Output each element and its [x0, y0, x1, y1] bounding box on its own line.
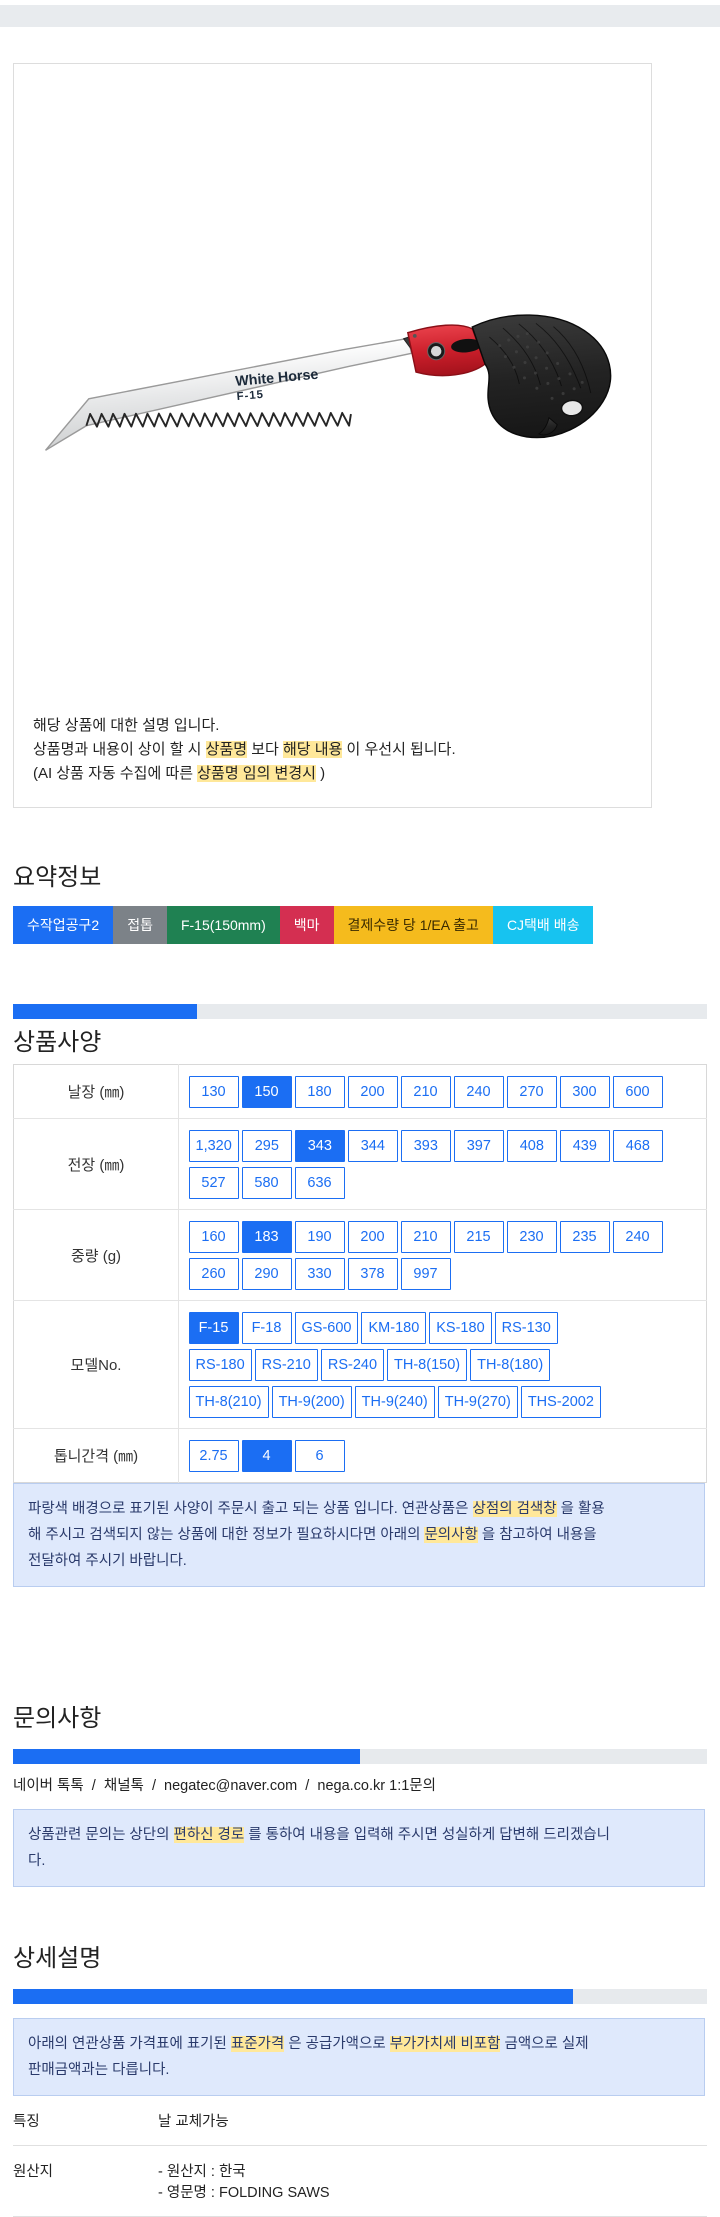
- svg-text:F-15: F-15: [236, 389, 264, 403]
